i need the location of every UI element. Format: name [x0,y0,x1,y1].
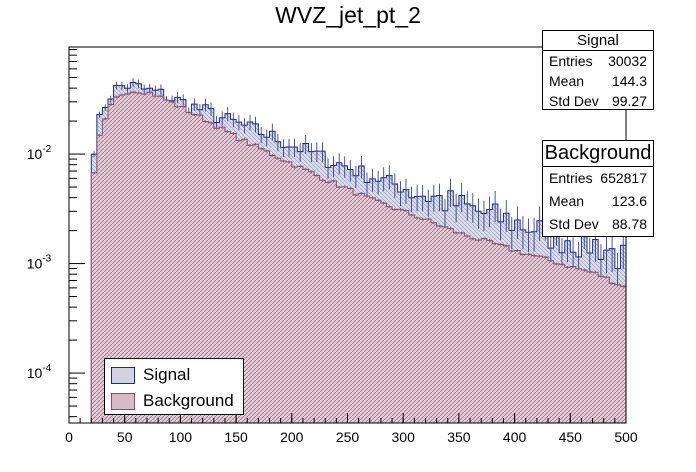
background-swatch [111,392,135,410]
legend: Signal Background [104,358,244,415]
x-tick-label: 0 [65,429,73,445]
y-tick-label: 10-2 [27,144,52,162]
background-series [90,90,626,423]
stat-label: Entries [549,53,593,69]
stat-value: 652817 [600,170,647,186]
x-tick-label: 50 [117,429,133,445]
background-std-row: Std Dev 88.78 [543,213,653,236]
stat-value: 88.78 [611,216,647,232]
x-tick-label: 100 [169,429,193,445]
y-tick-label: 10-4 [27,363,52,381]
x-tick-label: 300 [392,429,416,445]
x-tick-label: 350 [447,429,471,445]
background-stats-title: Background [543,141,653,167]
legend-label: Background [143,391,234,410]
stat-label: Entries [549,170,593,186]
signal-stats-box: Signal Entries 30032 Mean 144.3 Std Dev … [542,30,654,110]
stat-value: 123.6 [611,193,647,209]
stat-value: 99.27 [611,93,647,109]
x-tick-label: 450 [559,429,583,445]
x-tick-label: 400 [503,429,527,445]
signal-stats-title: Signal [543,31,653,51]
background-entries-row: Entries 652817 [543,167,653,190]
y-tick-label: 10-3 [27,254,52,272]
stat-label: Std Dev [549,216,599,232]
signal-entries-row: Entries 30032 [543,51,653,71]
stat-value: 30032 [608,53,647,69]
stat-label: Mean [549,73,585,89]
signal-swatch [111,366,135,384]
background-histogram-area [90,91,626,423]
x-tick-label: 200 [280,429,304,445]
background-stats-box: Background Entries 652817 Mean 123.6 Std… [542,140,654,237]
chart-title: WVZ_jet_pt_2 [275,2,421,28]
x-tick-label: 150 [224,429,248,445]
stat-label: Std Dev [549,93,599,109]
stat-label: Mean [549,193,585,209]
x-tick-label: 500 [614,429,638,445]
background-mean-row: Mean 123.6 [543,190,653,213]
legend-label: Signal [143,365,191,384]
signal-std-row: Std Dev 99.27 [543,91,653,111]
legend-item-signal: Signal [111,365,190,385]
x-tick-label: 250 [336,429,360,445]
stat-value: 144.3 [611,73,647,89]
signal-mean-row: Mean 144.3 [543,71,653,91]
legend-item-background: Background [111,391,234,411]
